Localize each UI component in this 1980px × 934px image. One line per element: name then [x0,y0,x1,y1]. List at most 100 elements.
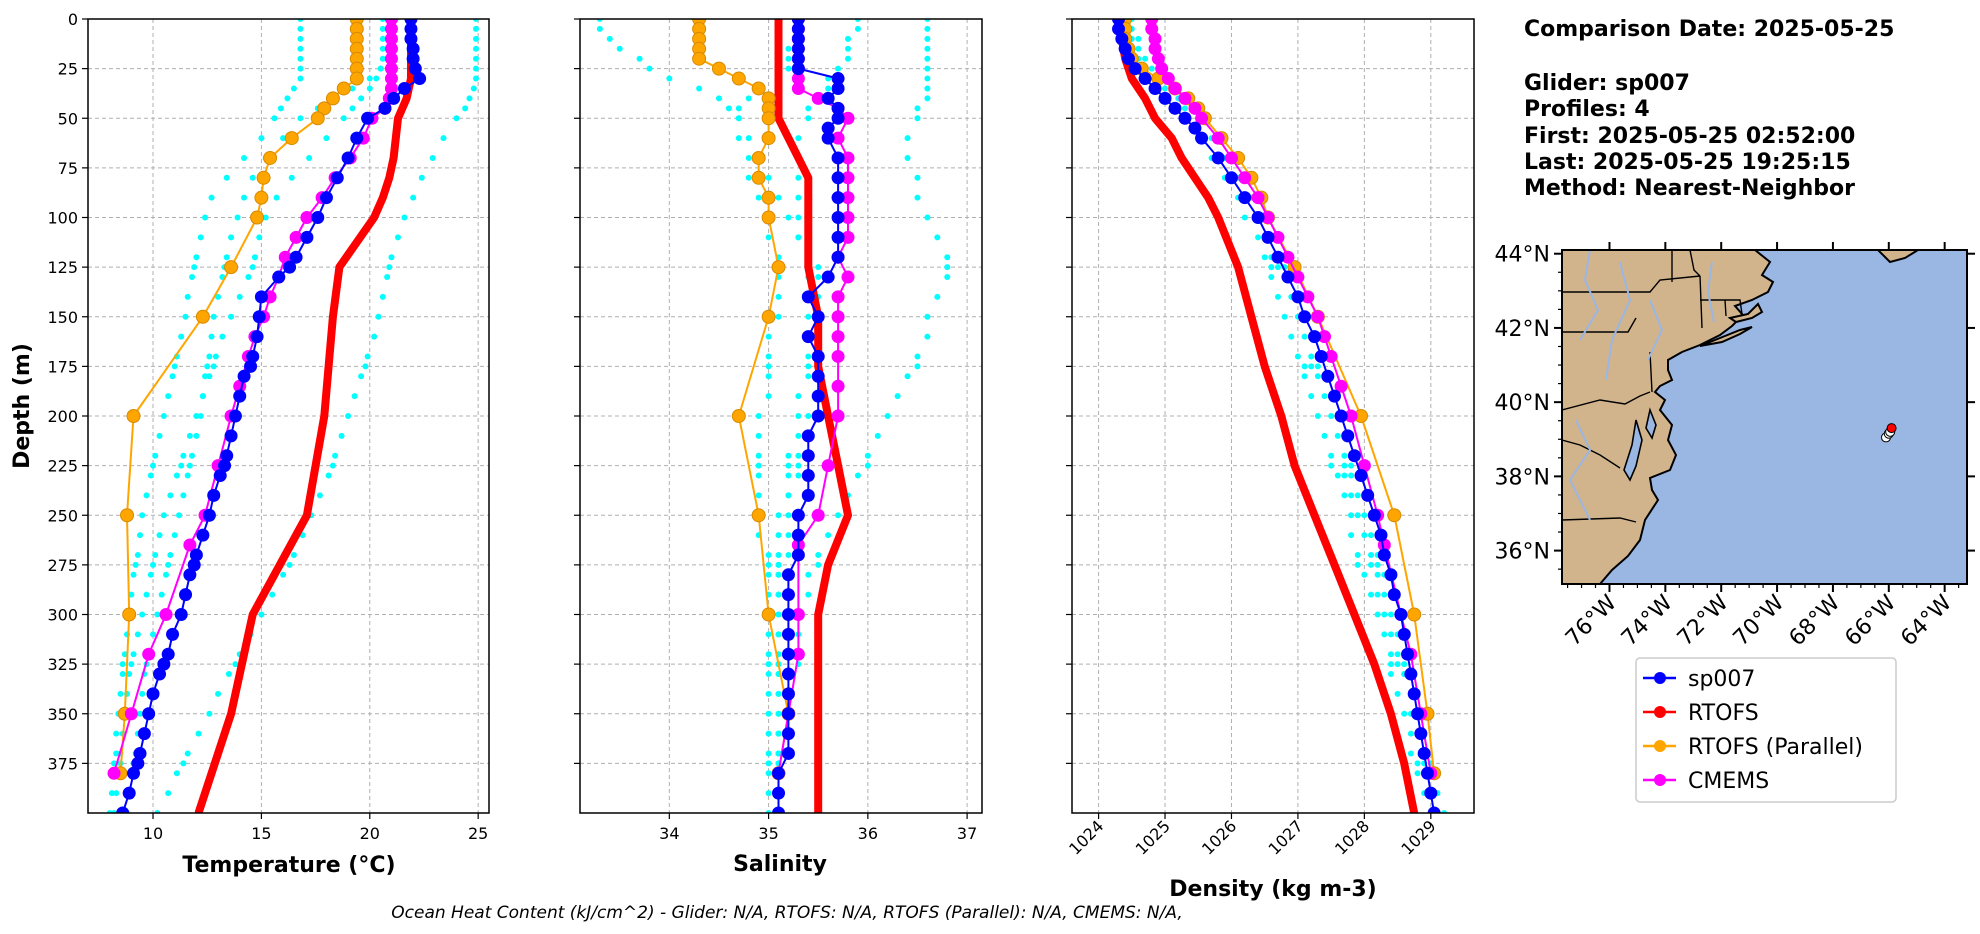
temperature-point-sp007 [387,91,401,105]
temperature-profile-point [119,661,126,668]
info-block: Comparison Date: 2025-05-25 Glider: sp00… [1524,17,1894,201]
density-point-sp007 [1341,429,1355,443]
salinity-profile-point [765,790,772,797]
density-profile-point [1387,661,1394,668]
salinity-profile-point [735,105,742,112]
temperature-point-sp007 [166,627,180,641]
salinity-point-cmems [821,459,835,473]
temperature-profile-point [119,671,126,678]
temperature-profile-point [121,651,128,658]
density-profile-point [1381,631,1388,638]
density-profile-point [1261,254,1268,261]
temperature-profile-point [210,313,217,320]
salinity-profile-point [785,472,792,479]
temperature-panel: 0 25 50 75 100 125 150 175 200 225 250 275 300 325 350… [47,10,490,843]
temperature-point-rtofs-parallel [256,170,271,185]
salinity-xtick-label: 36 [858,824,878,843]
temperature-point-rtofs-parallel [349,71,364,86]
salinity-point-rtofs [804,174,812,182]
temperature-point-cmems [300,211,314,224]
temperature-profile-point [165,561,172,568]
temperature-point-sp007 [161,647,175,661]
salinity-profile-point [775,561,782,568]
temperature-profile-point [358,95,365,102]
temperature-profile-point [364,353,371,360]
salinity-profile-point [845,45,851,52]
salinity-profile-point [845,35,851,42]
temperature-profile-point [280,571,287,578]
temperature-profile-point [202,214,209,221]
salinity-profile-point [765,373,772,380]
density-profile-point [1374,611,1381,618]
density-point-cmems [1317,330,1331,344]
salinity-profile-point [765,750,772,757]
temperature-profile-point [156,532,163,539]
density-profile-point [1381,611,1388,618]
temperature-profile-point [173,770,180,777]
temperature-profile-point [208,333,215,340]
density-point-sp007 [1281,270,1295,284]
legend-item-sp007: sp007 [1643,667,1755,692]
salinity-profile-point [795,413,802,419]
density-point-rtofs [1178,154,1186,162]
temperature-profile-point [251,254,258,261]
density-profile-point [1341,472,1348,479]
temperature-profile-point [234,214,241,221]
salinity-point-cmems [791,81,805,95]
density-point-sp007 [1308,330,1322,344]
salinity-point-sp007 [772,786,786,800]
density-point-sp007 [1404,667,1418,681]
temperature-glider-profile [154,19,479,813]
salinity-point-rtofs [844,511,852,519]
temperature-profile-point [306,154,313,161]
temperature-profile-point [332,452,339,459]
salinity-point-cmems [841,111,855,125]
salinity-point-rtofs-parallel [761,607,776,622]
salinity-profile-point [815,264,822,271]
density-point-rtofs [1141,94,1149,102]
density-profile-point [1268,274,1275,281]
salinity-point-cmems [831,379,845,393]
map-frame [1561,249,1968,585]
temperature-profile-point [180,760,187,767]
salinity-profile-point [765,760,772,767]
temperature-profile-point [137,710,144,717]
salinity-profile-point [755,492,762,499]
salinity-profile-point [775,631,782,638]
temperature-point-rtofs [385,174,393,182]
temperature-profile-point [143,591,150,598]
salinity-point-sp007 [801,488,815,502]
temperature-ytick-label: 175 [47,357,78,376]
salinity-profile-point [725,105,732,112]
map-cape-cod [1727,302,1764,324]
temperature-point-sp007 [196,528,210,542]
temperature-profile-point [132,561,139,568]
density-profile-point [1387,671,1394,678]
temperature-point-rtofs [379,194,387,202]
temperature-profile-point [377,65,384,72]
salinity-point-sp007 [791,52,805,66]
density-point-sp007 [1138,72,1152,86]
density-profile-point [1381,591,1388,598]
temperature-point-rtofs-parallel [120,508,135,523]
salinity-profile-point [924,85,931,92]
temperature-profile-point [228,313,235,320]
salinity-point-cmems [841,270,855,284]
salinity-profile-point [785,462,792,469]
temperature-ytick-label: 100 [47,209,78,228]
temperature-profile-point [193,413,200,419]
temperature-profile-point [117,690,124,697]
temperature-profile-point [130,571,137,578]
temperature-profile-point [462,105,469,112]
density-point-cmems [1281,250,1295,264]
density-series-cmems [1145,19,1438,780]
temperature-profile-point [169,373,176,380]
salinity-profile-point [596,25,603,32]
temperature-profile-point [139,690,146,697]
temperature-point-sp007 [404,32,418,46]
temperature-profile-point [241,154,248,161]
salinity-profile-point [765,690,772,697]
salinity-point-cmems [841,230,855,244]
salinity-point-sp007 [781,746,795,760]
density-point-sp007 [1115,32,1129,46]
